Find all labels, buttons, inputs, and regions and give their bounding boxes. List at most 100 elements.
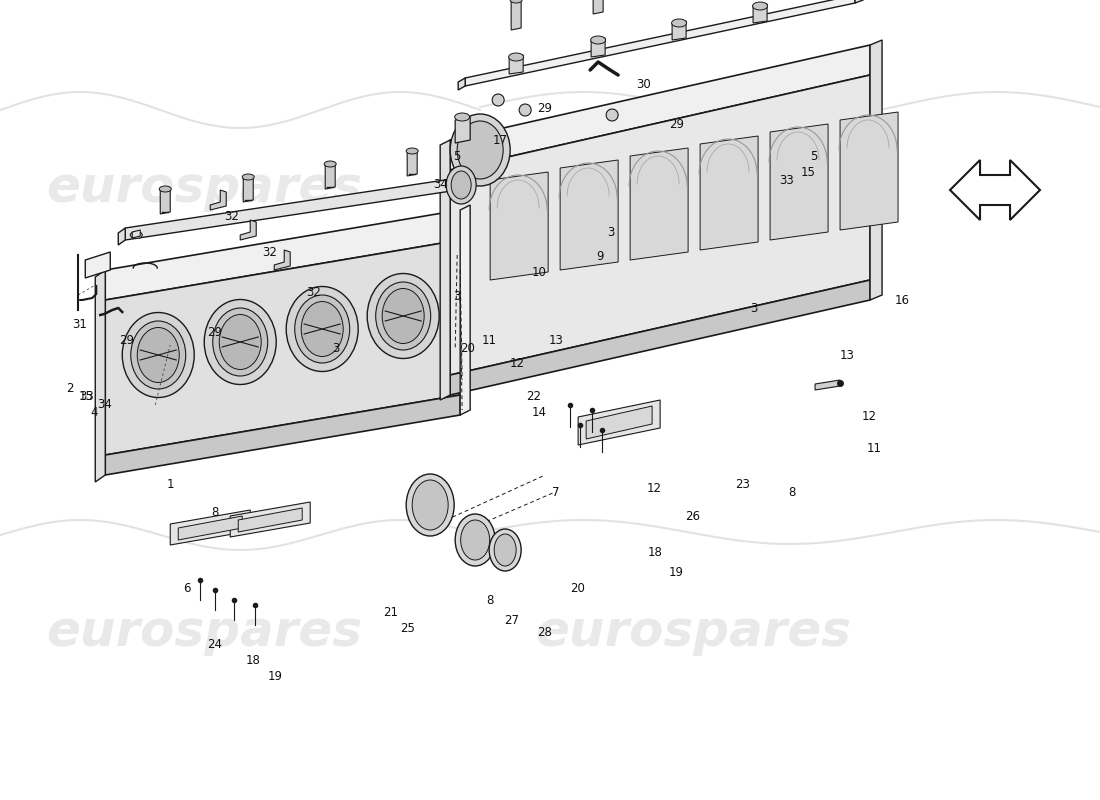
Ellipse shape <box>295 295 350 363</box>
Polygon shape <box>855 0 864 3</box>
Text: 18: 18 <box>245 654 261 666</box>
Text: 8: 8 <box>211 506 219 518</box>
Ellipse shape <box>455 514 495 566</box>
Circle shape <box>492 94 504 106</box>
Polygon shape <box>440 140 450 400</box>
Text: 12: 12 <box>509 358 525 370</box>
Polygon shape <box>460 205 470 415</box>
Polygon shape <box>170 510 250 545</box>
Text: 18: 18 <box>647 546 662 558</box>
Text: 5: 5 <box>811 150 817 162</box>
Polygon shape <box>491 172 548 280</box>
Ellipse shape <box>450 114 510 186</box>
Polygon shape <box>239 508 302 532</box>
Polygon shape <box>579 400 660 445</box>
Text: 32: 32 <box>262 246 277 258</box>
Polygon shape <box>274 250 290 270</box>
Text: 8: 8 <box>789 486 795 498</box>
Text: 21: 21 <box>383 606 398 618</box>
Text: 13: 13 <box>548 334 563 346</box>
Ellipse shape <box>461 520 490 560</box>
Text: 11: 11 <box>867 442 882 454</box>
Polygon shape <box>591 38 605 57</box>
Ellipse shape <box>376 282 431 350</box>
Polygon shape <box>326 163 336 189</box>
Text: 33: 33 <box>79 390 94 402</box>
Text: 27: 27 <box>504 614 519 626</box>
Text: 3: 3 <box>750 302 757 314</box>
Ellipse shape <box>454 113 470 121</box>
Text: 5: 5 <box>453 150 461 162</box>
Polygon shape <box>560 160 618 270</box>
Text: eurospares: eurospares <box>535 608 851 656</box>
Text: 28: 28 <box>537 626 552 638</box>
Text: 13: 13 <box>839 350 855 362</box>
Text: eurospares: eurospares <box>46 164 362 212</box>
Ellipse shape <box>508 53 524 61</box>
Ellipse shape <box>219 314 261 370</box>
Text: eurospares: eurospares <box>46 608 362 656</box>
Text: 29: 29 <box>537 102 552 114</box>
Text: 3: 3 <box>453 290 461 302</box>
Ellipse shape <box>458 121 503 179</box>
Text: 19: 19 <box>267 670 283 682</box>
Text: 7: 7 <box>552 486 560 498</box>
Ellipse shape <box>122 313 195 398</box>
Polygon shape <box>593 0 603 14</box>
Polygon shape <box>630 148 689 260</box>
Polygon shape <box>450 45 870 170</box>
Text: 8: 8 <box>486 594 493 606</box>
Text: 31: 31 <box>72 318 87 330</box>
Ellipse shape <box>752 2 768 10</box>
Text: eurospares: eurospares <box>535 164 851 212</box>
Text: 25: 25 <box>399 622 415 634</box>
Circle shape <box>519 104 531 116</box>
Polygon shape <box>106 240 460 455</box>
Polygon shape <box>178 516 242 540</box>
Polygon shape <box>950 160 1040 220</box>
Polygon shape <box>119 228 125 245</box>
Polygon shape <box>815 380 840 390</box>
Text: 24: 24 <box>207 638 222 650</box>
Polygon shape <box>243 176 253 202</box>
Text: 33: 33 <box>779 174 794 186</box>
Polygon shape <box>512 0 521 30</box>
Polygon shape <box>96 270 106 482</box>
Polygon shape <box>840 112 898 230</box>
Ellipse shape <box>490 529 521 571</box>
Ellipse shape <box>382 289 425 343</box>
Text: 3: 3 <box>332 342 340 354</box>
Ellipse shape <box>160 186 172 192</box>
Ellipse shape <box>494 534 516 566</box>
Polygon shape <box>240 220 256 240</box>
Polygon shape <box>230 502 310 537</box>
Text: 12: 12 <box>647 482 662 494</box>
Polygon shape <box>700 136 758 250</box>
Polygon shape <box>586 406 652 439</box>
Polygon shape <box>465 0 855 86</box>
Text: 3: 3 <box>607 226 614 238</box>
Ellipse shape <box>324 161 337 167</box>
Polygon shape <box>407 150 417 176</box>
Polygon shape <box>132 230 141 238</box>
Ellipse shape <box>130 231 142 238</box>
Ellipse shape <box>367 274 439 358</box>
Circle shape <box>606 109 618 121</box>
Text: 15: 15 <box>801 166 816 178</box>
Polygon shape <box>509 55 524 74</box>
Ellipse shape <box>301 302 343 357</box>
Text: 20: 20 <box>460 342 475 354</box>
Polygon shape <box>770 124 828 240</box>
Text: 29: 29 <box>119 334 134 346</box>
Text: 9: 9 <box>596 250 604 262</box>
Text: 34: 34 <box>432 178 448 190</box>
Ellipse shape <box>131 321 186 389</box>
Ellipse shape <box>672 19 686 27</box>
Polygon shape <box>210 190 227 210</box>
Ellipse shape <box>412 480 448 530</box>
Text: 26: 26 <box>685 510 701 522</box>
Text: 32: 32 <box>223 210 239 222</box>
Ellipse shape <box>406 474 454 536</box>
Text: 12: 12 <box>861 410 877 422</box>
Polygon shape <box>455 117 470 143</box>
